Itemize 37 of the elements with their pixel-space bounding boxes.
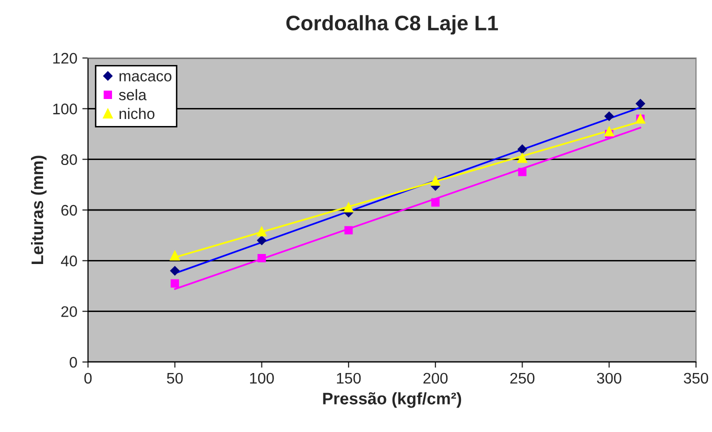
- point: [344, 202, 354, 212]
- y-tick-label: 60: [61, 204, 77, 216]
- y-tick-label: 100: [53, 104, 77, 114]
- point: [170, 266, 180, 276]
- y-tick-label: 20: [61, 306, 77, 318]
- point: [344, 226, 353, 234]
- point: [518, 144, 527, 154]
- point: [518, 168, 526, 176]
- y-axis-title: Leituras (mm): [31, 156, 47, 264]
- y-tick-label: 0: [70, 356, 77, 368]
- legend-label: nicho: [120, 108, 154, 120]
- x-tick-label: 200: [423, 372, 448, 384]
- point: [258, 254, 266, 262]
- legend-label: sela: [118, 89, 147, 100]
- x-tick-label: 150: [336, 372, 361, 384]
- x-tick-label: 100: [250, 372, 274, 384]
- x-tick-label: 250: [510, 372, 534, 384]
- x-tick-label: 300: [596, 372, 622, 384]
- x-axis-title: Pressão (kgf/cm²): [323, 392, 462, 408]
- x-tick-label: 0: [84, 372, 92, 384]
- point: [604, 112, 614, 121]
- chart-title: Cordoalha C8 Laje L1: [286, 15, 498, 35]
- point: [170, 279, 180, 288]
- point: [517, 153, 528, 163]
- point: [430, 176, 440, 186]
- point: [256, 226, 267, 236]
- point: [170, 250, 180, 260]
- x-tick-label: 50: [166, 372, 183, 384]
- y-tick-label: 120: [53, 52, 77, 64]
- y-tick-label: 40: [60, 256, 77, 266]
- point: [604, 126, 614, 136]
- point: [257, 236, 266, 246]
- y-tick-label: 80: [61, 154, 77, 166]
- point: [636, 98, 646, 108]
- legend-label: macaco: [120, 73, 172, 82]
- point: [431, 198, 440, 207]
- x-tick-label: 350: [684, 372, 708, 384]
